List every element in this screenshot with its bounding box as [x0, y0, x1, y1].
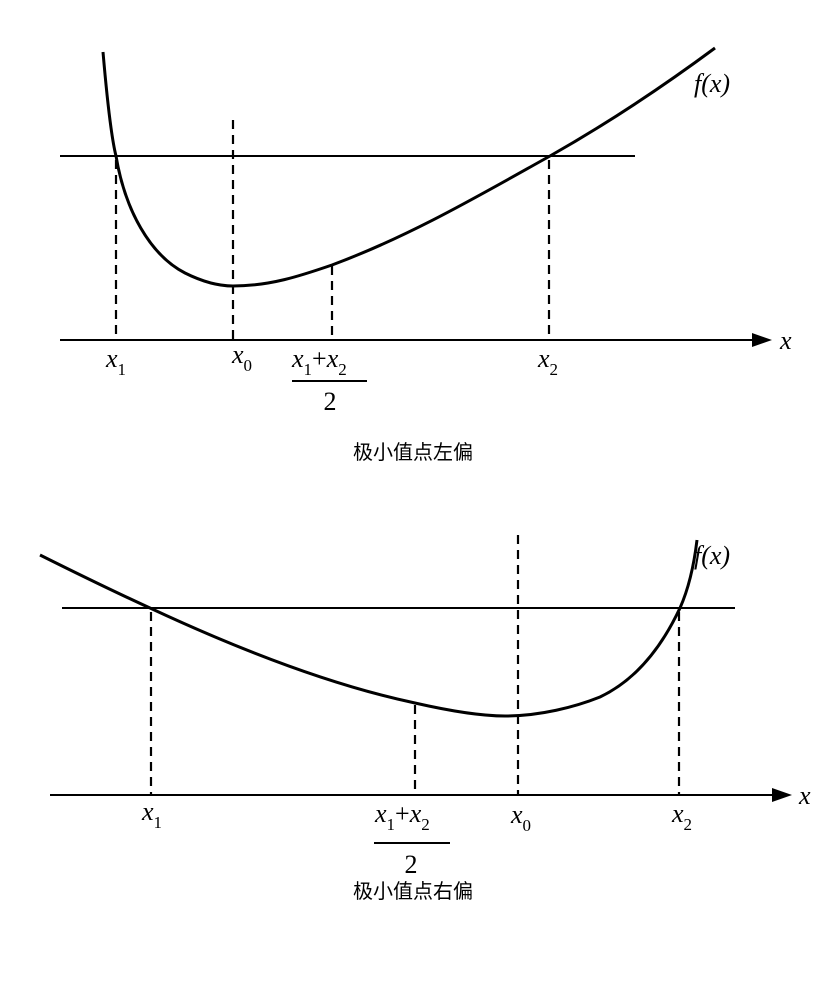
symbol: x	[510, 800, 523, 829]
diagram-left: x f(x) x1 x0 x2 x1+x2 2 极小值点左偏	[60, 46, 792, 464]
subscript: 1	[154, 813, 163, 832]
axis-label: x	[798, 781, 811, 810]
fraction-numerator: x1+x2	[374, 799, 430, 834]
subscript: 1	[118, 360, 127, 379]
symbol: x	[105, 344, 118, 373]
plus: +	[395, 799, 410, 828]
subscript: 1	[387, 815, 396, 834]
subscript: 2	[338, 360, 347, 379]
subscript: 2	[684, 815, 693, 834]
symbol: x	[374, 799, 387, 828]
function-label: f(x)	[694, 541, 730, 570]
symbol: x	[231, 340, 244, 369]
point-label: x0	[510, 800, 531, 835]
plus: +	[312, 344, 327, 373]
subscript: 1	[304, 360, 313, 379]
subscript: 0	[523, 816, 532, 835]
fraction-numerator: x1+x2	[291, 344, 347, 379]
symbol: x	[409, 799, 422, 828]
symbol: x	[537, 344, 550, 373]
point-label: x2	[671, 799, 692, 834]
symbol: x	[671, 799, 684, 828]
symbol: x	[326, 344, 339, 373]
fraction-denominator: 2	[324, 387, 337, 416]
axis-arrow	[752, 333, 772, 347]
point-label: x1	[105, 344, 126, 379]
function-label: f(x)	[694, 69, 730, 98]
symbol: x	[141, 797, 154, 826]
caption: 极小值点左偏	[353, 440, 473, 464]
function-curve	[39, 539, 699, 718]
axis-arrow	[772, 788, 792, 802]
function-curve	[101, 46, 716, 288]
subscript: 0	[244, 356, 253, 375]
diagram-right: x f(x) x1 x0 x2 x1+x2 2 极小值点右偏	[39, 535, 811, 903]
symbol: x	[291, 344, 304, 373]
caption: 极小值点右偏	[353, 879, 473, 903]
point-label: x0	[231, 340, 252, 375]
point-label: x2	[537, 344, 558, 379]
point-label: x1	[141, 797, 162, 832]
subscript: 2	[550, 360, 559, 379]
subscript: 2	[421, 815, 430, 834]
fraction-denominator: 2	[405, 850, 418, 879]
axis-label: x	[779, 326, 792, 355]
